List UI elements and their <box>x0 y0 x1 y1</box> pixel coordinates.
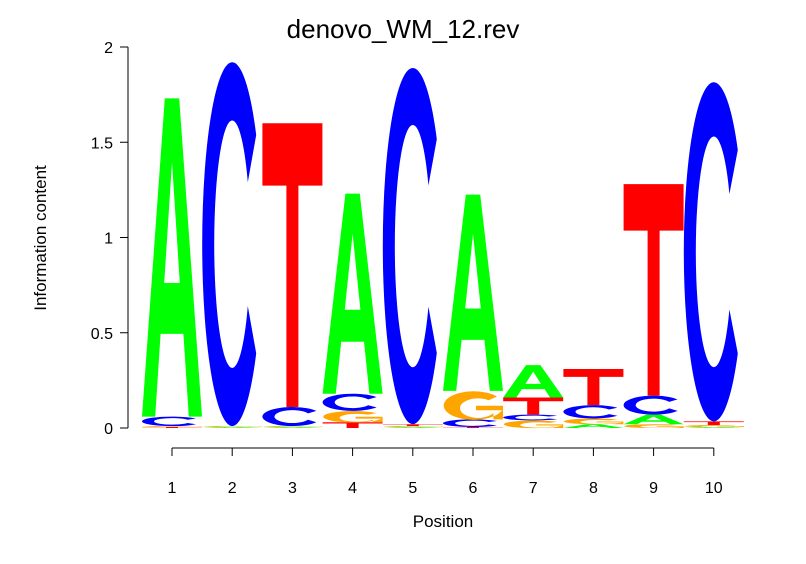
letter-C <box>623 395 678 415</box>
logo-column-5 <box>382 67 443 428</box>
x-tick-label: 2 <box>228 480 237 497</box>
letter-T <box>503 397 564 415</box>
logo-column-6 <box>443 194 503 428</box>
letter-A <box>503 365 564 398</box>
letter-C <box>142 416 196 427</box>
letter-A <box>202 427 263 428</box>
logo-column-3 <box>262 123 323 428</box>
x-tick-label: 3 <box>288 480 297 497</box>
letter-A <box>142 98 202 417</box>
letter-G <box>263 426 323 428</box>
letter-A <box>683 427 744 428</box>
letter-C <box>443 419 497 428</box>
logo-column-9 <box>623 184 684 429</box>
letter-T <box>623 184 684 396</box>
logo-column-1 <box>142 98 202 428</box>
x-tick-label: 4 <box>348 480 357 497</box>
letter-T <box>262 123 323 408</box>
letter-G <box>684 425 744 428</box>
x-axis-label: Position <box>413 512 473 531</box>
letter-A <box>623 414 684 425</box>
x-tick-label: 9 <box>649 480 658 497</box>
letter-G <box>142 426 202 428</box>
y-tick-label: 0.5 <box>91 326 113 343</box>
letter-C <box>322 393 377 411</box>
letter-G <box>503 420 564 429</box>
letter-A <box>563 424 624 428</box>
letter-A <box>443 194 503 391</box>
letter-G <box>564 418 624 425</box>
logo-column-2 <box>202 62 263 428</box>
x-tick-label: 6 <box>469 480 478 497</box>
letter-G <box>202 426 263 428</box>
y-axis: 0 0.5 1 1.5 2 <box>91 40 129 438</box>
logo-column-7 <box>503 365 564 429</box>
x-axis: 1 2 3 4 5 6 7 8 9 10 <box>168 447 723 497</box>
letter-T <box>382 424 443 427</box>
letter-C <box>563 405 618 419</box>
letter-G <box>443 391 503 420</box>
letter-T <box>443 427 503 428</box>
letter-G <box>383 426 443 428</box>
letter-C <box>262 407 317 427</box>
letter-G <box>624 424 684 429</box>
y-tick-label: 2 <box>104 40 113 57</box>
y-tick-label: 0 <box>104 421 113 438</box>
x-tick-label: 5 <box>408 480 417 497</box>
logo-column-10 <box>683 82 744 428</box>
logo-column-8 <box>563 368 624 428</box>
x-tick-label: 8 <box>589 480 598 497</box>
letter-A <box>322 193 383 394</box>
letter-C <box>202 62 257 427</box>
letter-A <box>382 427 443 428</box>
x-tick-label: 7 <box>529 480 538 497</box>
letter-C <box>503 414 558 421</box>
letter-T <box>683 421 744 426</box>
letter-G <box>323 411 383 423</box>
chart-title: denovo_WM_12.rev <box>287 14 520 44</box>
y-tick-label: 1 <box>104 231 113 248</box>
logo-letters <box>142 62 744 429</box>
x-tick-label: 1 <box>168 480 177 497</box>
letter-A <box>262 427 323 428</box>
y-tick-label: 1.5 <box>91 135 113 152</box>
letter-T <box>142 427 202 428</box>
letter-T <box>563 368 624 406</box>
letter-C <box>683 82 738 422</box>
logo-column-4 <box>322 193 383 428</box>
y-axis-label: Information content <box>31 165 50 311</box>
letter-C <box>382 67 437 425</box>
letter-T <box>322 422 383 428</box>
x-tick-label: 10 <box>705 480 723 497</box>
